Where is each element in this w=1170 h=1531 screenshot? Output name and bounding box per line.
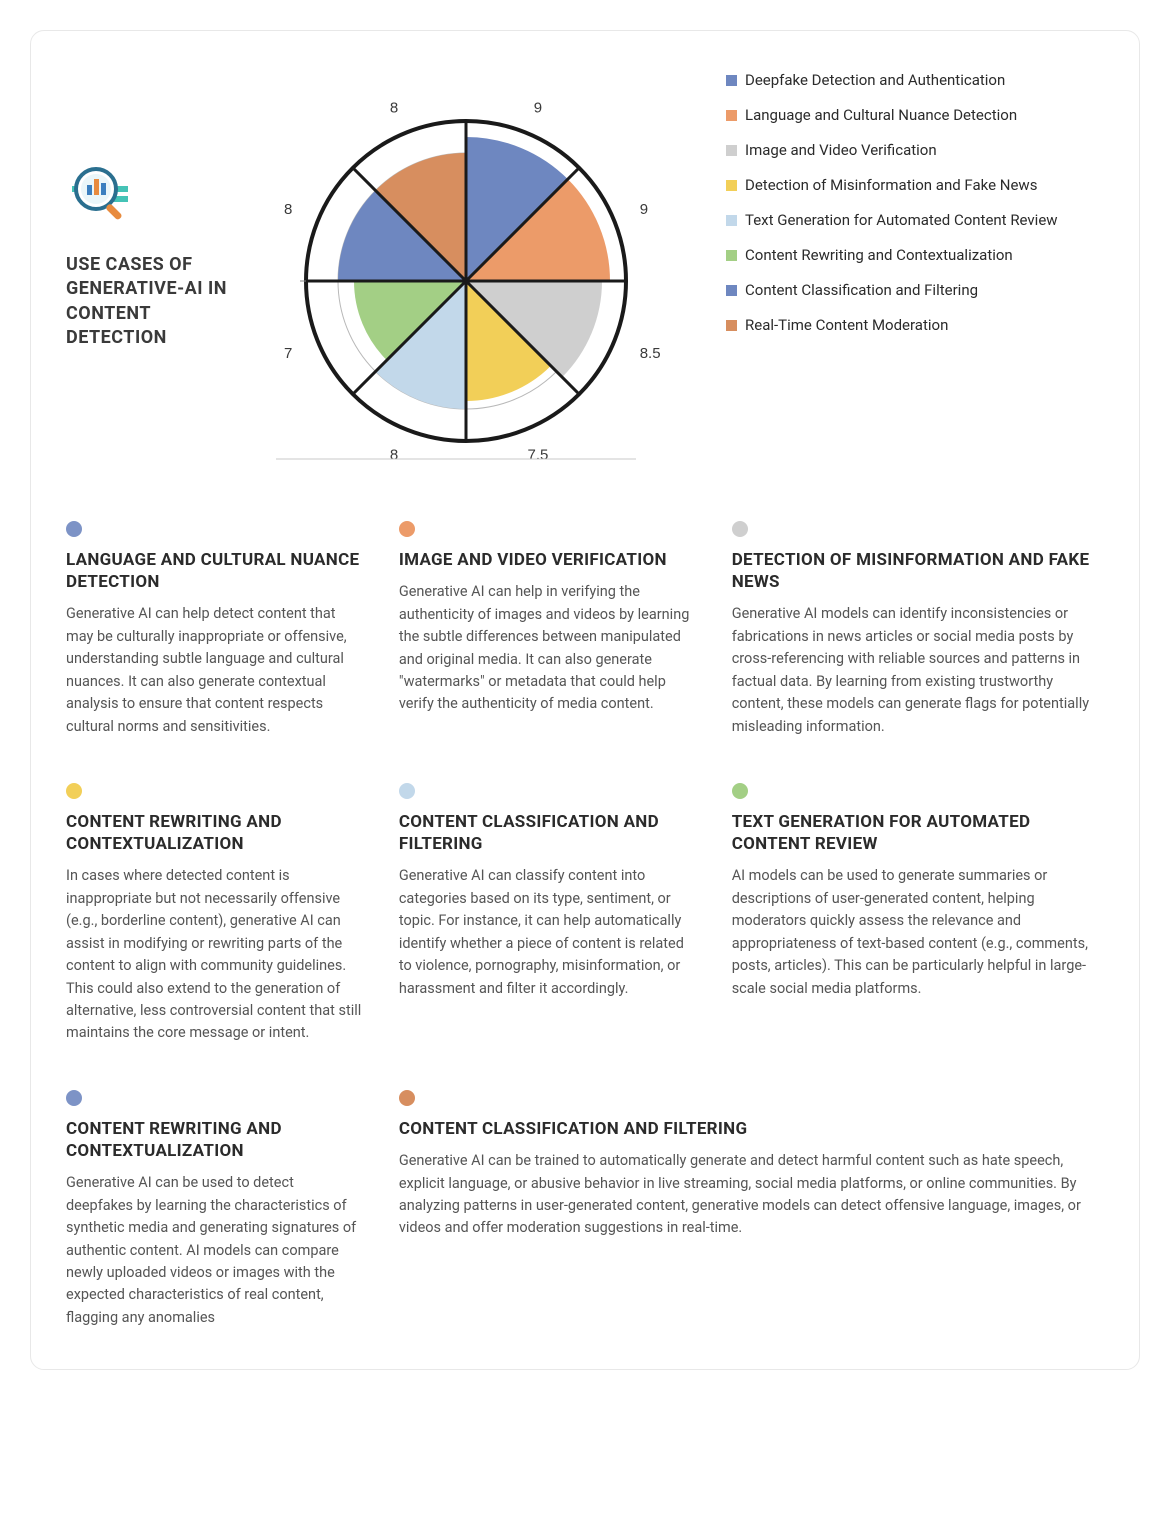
card-title: LANGUAGE AND CULTURAL NUANCE DETECTION — [66, 549, 364, 593]
legend-swatch — [726, 215, 737, 226]
card-title: CONTENT CLASSIFICATION AND FILTERING — [399, 1118, 1104, 1140]
use-case-card: TEXT GENERATION FOR AUTOMATED CONTENT RE… — [732, 783, 1104, 1045]
card-body: Generative AI can help in verifying the … — [399, 581, 697, 716]
card-title: DETECTION OF MISINFORMATION AND FAKE NEW… — [732, 549, 1104, 593]
legend-item: Text Generation for Automated Content Re… — [726, 211, 1058, 229]
chart-legend: Deepfake Detection and Authentication Lan… — [696, 61, 1058, 351]
legend-item: Image and Video Verification — [726, 141, 1058, 159]
legend-item: Real-Time Content Moderation — [726, 316, 1058, 334]
legend-item: Content Classification and Filtering — [726, 281, 1058, 299]
card-dot-icon — [66, 783, 82, 799]
legend-item: Language and Cultural Nuance Detection — [726, 106, 1058, 124]
use-case-card: IMAGE AND VIDEO VERIFICATION Generative A… — [399, 521, 697, 738]
card-body: In cases where detected content is inapp… — [66, 865, 364, 1045]
card-dot-icon — [399, 1090, 415, 1106]
chart-value-label: 9 — [534, 99, 542, 116]
legend-item: Deepfake Detection and Authentication — [726, 71, 1058, 89]
card-title: TEXT GENERATION FOR AUTOMATED CONTENT RE… — [732, 811, 1104, 855]
polar-chart: 9 9 8.5 7.5 8 7 8 8 — [256, 61, 676, 481]
legend-item: Content Rewriting and Contextualization — [726, 246, 1058, 264]
legend-label: Text Generation for Automated Content Re… — [745, 211, 1058, 229]
legend-swatch — [726, 250, 737, 261]
legend-swatch — [726, 180, 737, 191]
legend-item: Detection of Misinformation and Fake New… — [726, 176, 1058, 194]
chart-value-label: 8.5 — [640, 345, 661, 362]
card-body: AI models can be used to generate summar… — [732, 865, 1104, 1000]
card-body: Generative AI can be trained to automati… — [399, 1150, 1104, 1240]
legend-label: Real-Time Content Moderation — [745, 316, 948, 334]
card-title: CONTENT REWRITING AND CONTEXTUALIZATION — [66, 1118, 364, 1162]
card-dot-icon — [66, 1090, 82, 1106]
use-case-card: CONTENT REWRITING AND CONTEXTUALIZATION I… — [66, 783, 364, 1045]
legend-swatch — [726, 145, 737, 156]
use-case-card: LANGUAGE AND CULTURAL NUANCE DETECTION Ge… — [66, 521, 364, 738]
legend-label: Image and Video Verification — [745, 141, 937, 159]
legend-label: Detection of Misinformation and Fake New… — [745, 176, 1037, 194]
card-body: Generative AI models can identify incons… — [732, 603, 1104, 738]
chart-value-label: 7.5 — [528, 447, 549, 464]
use-case-card: CONTENT REWRITING AND CONTEXTUALIZATION G… — [66, 1090, 364, 1329]
card-body: Generative AI can be used to detect deep… — [66, 1172, 364, 1329]
card-body: Generative AI can help detect content th… — [66, 603, 364, 738]
use-case-card: DETECTION OF MISINFORMATION AND FAKE NEW… — [732, 521, 1104, 738]
page-title: USE CASES OF GENERATIVE-AI IN CONTENT DE… — [66, 253, 236, 350]
legend-label: Language and Cultural Nuance Detection — [745, 106, 1017, 124]
infographic-container: USE CASES OF GENERATIVE-AI IN CONTENT DE… — [30, 30, 1140, 1370]
legend-label: Content Classification and Filtering — [745, 281, 978, 299]
card-dot-icon — [732, 521, 748, 537]
card-dot-icon — [399, 783, 415, 799]
chart-value-label: 7 — [284, 345, 292, 362]
top-section: USE CASES OF GENERATIVE-AI IN CONTENT DE… — [66, 61, 1104, 481]
card-title: IMAGE AND VIDEO VERIFICATION — [399, 549, 697, 571]
card-dot-icon — [66, 521, 82, 537]
card-title: CONTENT CLASSIFICATION AND FILTERING — [399, 811, 697, 855]
legend-swatch — [726, 285, 737, 296]
card-dot-icon — [399, 521, 415, 537]
use-case-card: CONTENT CLASSIFICATION AND FILTERING Gene… — [399, 1090, 1104, 1329]
chart-value-label: 8 — [390, 447, 398, 464]
legend-swatch — [726, 75, 737, 86]
use-case-card: CONTENT CLASSIFICATION AND FILTERING Gene… — [399, 783, 697, 1045]
title-block: USE CASES OF GENERATIVE-AI IN CONTENT DE… — [66, 61, 236, 350]
legend-label: Deepfake Detection and Authentication — [745, 71, 1005, 89]
card-body: Generative AI can classify content into … — [399, 865, 697, 1000]
analytics-magnifier-icon — [66, 161, 236, 235]
card-title: CONTENT REWRITING AND CONTEXTUALIZATION — [66, 811, 364, 855]
card-dot-icon — [732, 783, 748, 799]
chart-value-label: 9 — [640, 201, 648, 218]
legend-label: Content Rewriting and Contextualization — [745, 246, 1013, 264]
legend-swatch — [726, 110, 737, 121]
chart-value-label: 8 — [390, 99, 398, 116]
chart-value-label: 8 — [284, 201, 292, 218]
cards-grid: LANGUAGE AND CULTURAL NUANCE DETECTION Ge… — [66, 521, 1104, 1329]
legend-swatch — [726, 320, 737, 331]
